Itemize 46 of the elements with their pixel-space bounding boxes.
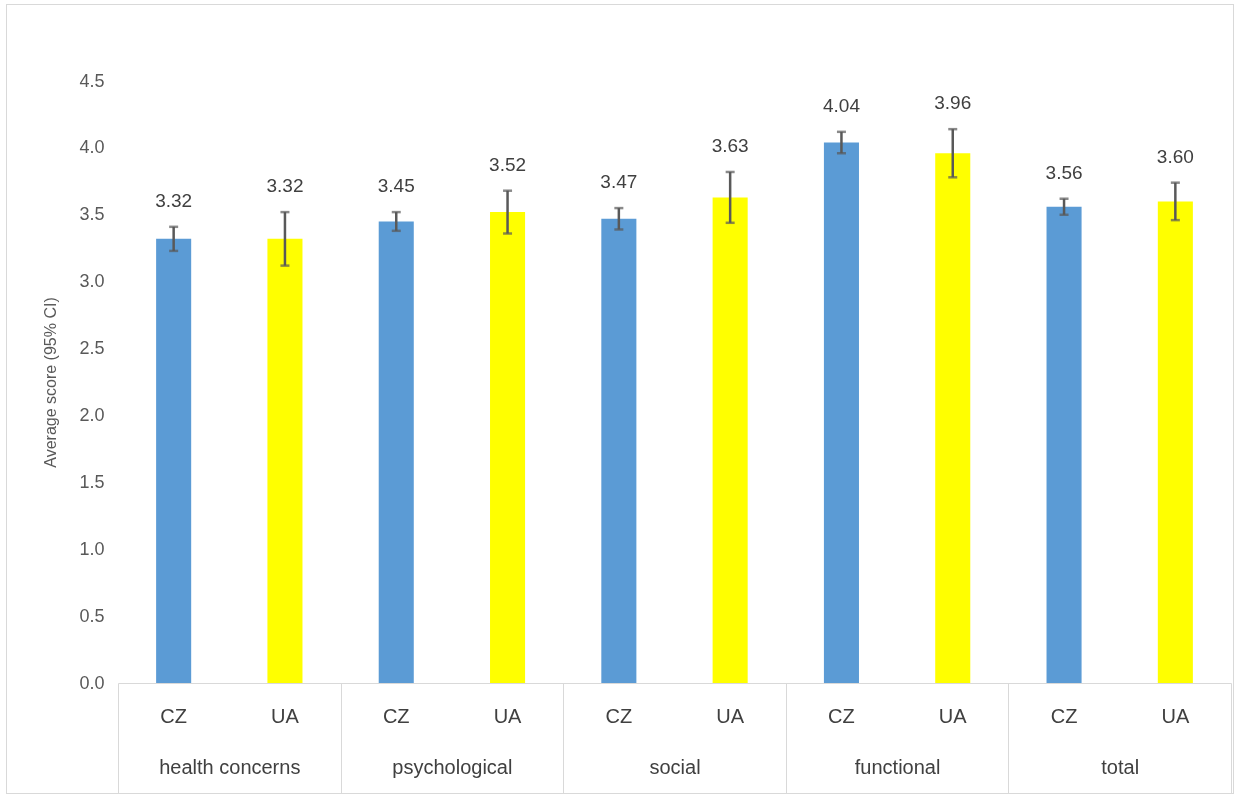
y-tick-label: 4.0: [79, 137, 105, 158]
x-tick-label: total: [1101, 755, 1140, 778]
text: UA: [716, 705, 745, 727]
x-tick-label: psychological: [392, 755, 513, 778]
data-label: 3.63: [711, 134, 749, 156]
bar: [601, 218, 637, 683]
bar: [823, 142, 859, 683]
series-label: CZ: [160, 705, 187, 727]
data-label: 3.52: [489, 153, 527, 175]
y-tick-label: 2.5: [79, 338, 105, 359]
y-tick-label: 3.0: [79, 271, 105, 292]
y-axis-title: Average score (95% CI): [42, 297, 60, 468]
text: UA: [493, 705, 522, 727]
bar: [490, 212, 526, 683]
text: CZ: [605, 705, 633, 727]
data-label: 3.32: [155, 189, 193, 211]
text: UA: [938, 705, 967, 727]
y-tick-label: 0.5: [79, 605, 105, 626]
bar: [1157, 201, 1193, 683]
x-tick-label: social: [649, 755, 701, 778]
text: UA: [1161, 705, 1190, 727]
data-label: 3.60: [1156, 145, 1194, 167]
bar: [267, 238, 303, 683]
data-label: 3.45: [377, 175, 415, 197]
y-tick-label: 4.5: [79, 70, 105, 91]
bar: [1046, 206, 1082, 683]
bar: [712, 197, 748, 683]
data-label: 3.47: [600, 171, 638, 193]
data-label: 3.96: [934, 92, 972, 114]
bar: [156, 238, 192, 683]
data-label: 3.56: [1045, 161, 1083, 183]
bar: [378, 221, 414, 683]
series-label: UA: [271, 705, 300, 727]
bar: [935, 153, 971, 683]
x-tick-label: functional: [854, 755, 941, 778]
text: CZ: [1050, 705, 1078, 727]
y-tick-label: 3.5: [79, 204, 105, 225]
data-label: 4.04: [822, 94, 861, 116]
data-label: 3.32: [266, 175, 304, 197]
text: CZ: [382, 705, 410, 727]
y-tick-label: 2.0: [79, 404, 105, 425]
y-tick-label: 1.5: [79, 471, 105, 492]
x-tick-label: health concerns: [159, 755, 301, 778]
y-tick-label: 1.0: [79, 538, 105, 559]
y-tick-label: 0.0: [79, 672, 105, 693]
text: CZ: [828, 705, 855, 727]
